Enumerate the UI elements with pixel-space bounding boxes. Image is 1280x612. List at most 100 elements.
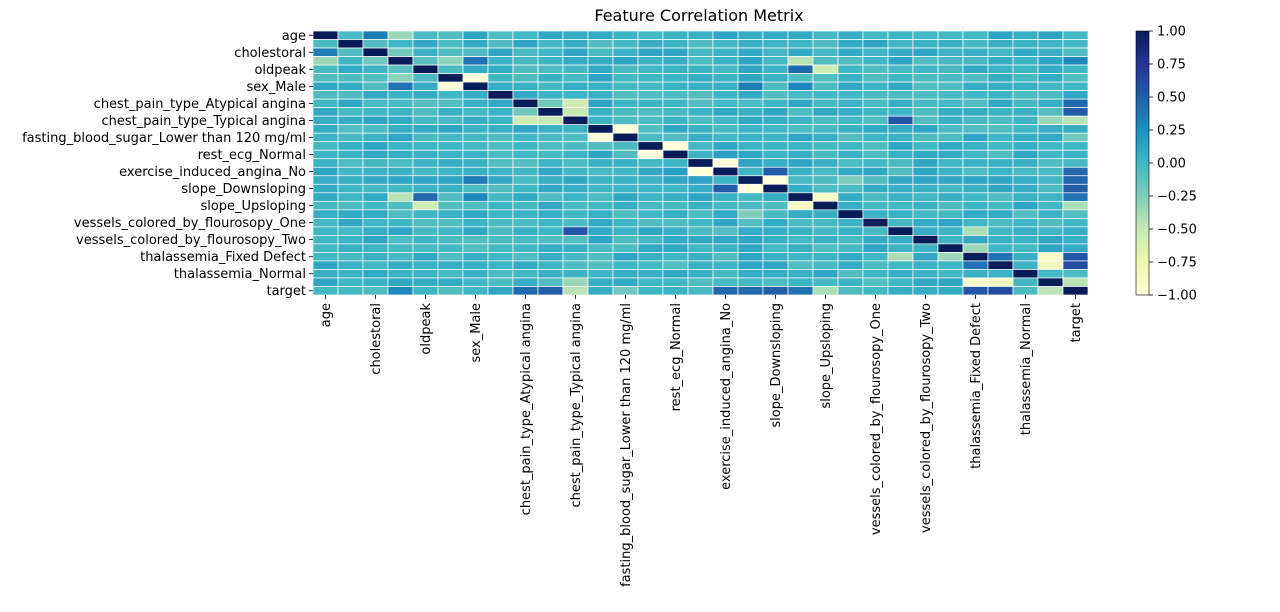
heatmap-cell [962, 286, 989, 296]
heatmap-cell [512, 39, 539, 49]
heatmap-cell [662, 269, 689, 279]
heatmap-cell [387, 252, 414, 262]
heatmap-cell [987, 73, 1014, 83]
heatmap-cell [387, 209, 414, 219]
heatmap-cell [562, 98, 589, 108]
heatmap-cell [712, 277, 739, 287]
heatmap-cell [462, 269, 489, 279]
y-tick-label: vessels_colored_by_flourosopy_Two [76, 233, 306, 248]
y-tick-label: thalassemia_Fixed Defect [140, 250, 306, 265]
heatmap-cell [737, 124, 764, 134]
heatmap-cell [587, 73, 614, 83]
heatmap-cell [787, 226, 814, 236]
heatmap-cell [537, 98, 564, 108]
heatmap-cell [787, 107, 814, 117]
heatmap-cell [387, 192, 414, 202]
heatmap-cell [687, 30, 714, 40]
heatmap-cell [962, 30, 989, 40]
heatmap-cell [637, 141, 664, 151]
heatmap-cell [387, 226, 414, 236]
colorbar-fill [1136, 31, 1149, 295]
heatmap-cell [437, 124, 464, 134]
heatmap-cell [412, 124, 439, 134]
heatmap-cell [537, 158, 564, 168]
heatmap-cell [887, 90, 914, 100]
heatmap-cell [487, 73, 514, 83]
heatmap-cell [637, 47, 664, 57]
heatmap-cell [662, 200, 689, 211]
heatmap-cell [962, 132, 989, 143]
heatmap-cell [362, 98, 389, 108]
heatmap-cell [762, 115, 789, 126]
heatmap-cell [737, 235, 764, 245]
heatmap-cell [312, 218, 339, 228]
heatmap-cell [987, 218, 1014, 228]
heatmap-cell [462, 183, 489, 194]
heatmap-cell [612, 90, 639, 100]
heatmap-cell [362, 243, 389, 253]
heatmap-cell [787, 200, 814, 211]
heatmap-cell [1012, 64, 1039, 74]
heatmap-cell [662, 158, 689, 168]
heatmap-cell [412, 132, 439, 143]
heatmap-cell [487, 175, 514, 185]
heatmap-cell [1037, 98, 1064, 108]
heatmap-cell [687, 47, 714, 57]
heatmap-cell [737, 47, 764, 57]
heatmap-cell [862, 269, 889, 279]
heatmap-cell [537, 218, 564, 228]
heatmap-cell [912, 98, 939, 108]
heatmap-cell [737, 243, 764, 253]
heatmap-cell [512, 124, 539, 134]
heatmap-cell [912, 209, 939, 219]
heatmap-cell [862, 90, 889, 100]
heatmap-cell [812, 192, 839, 202]
heatmap-cell [337, 243, 364, 253]
heatmap-cell [387, 124, 414, 134]
heatmap-cell [837, 277, 864, 287]
heatmap-cell [512, 252, 539, 262]
heatmap-cell [912, 243, 939, 253]
heatmap-cell [712, 124, 739, 134]
heatmap-cell [587, 115, 614, 126]
heatmap-cell [637, 81, 664, 91]
x-tick-label: target [1069, 303, 1084, 343]
heatmap-cell [512, 192, 539, 202]
heatmap-cell [837, 90, 864, 100]
heatmap-cell [512, 175, 539, 185]
heatmap-cell [1062, 192, 1089, 202]
heatmap-cell [737, 30, 764, 40]
heatmap-cell [587, 269, 614, 279]
heatmap-cell [862, 47, 889, 57]
heatmap-cell [462, 73, 489, 83]
heatmap-cell [337, 98, 364, 108]
heatmap-cell [487, 235, 514, 245]
heatmap-cell [487, 64, 514, 74]
heatmap-cell [637, 286, 664, 296]
heatmap-cell [387, 158, 414, 168]
heatmap-cell [462, 30, 489, 40]
heatmap-cell [362, 200, 389, 211]
heatmap-cell [737, 115, 764, 126]
heatmap-cell [862, 30, 889, 40]
heatmap-cell [412, 252, 439, 262]
heatmap-cell [1012, 141, 1039, 151]
heatmap-cell [887, 98, 914, 108]
heatmap-cell [512, 183, 539, 194]
heatmap-cell [612, 175, 639, 185]
heatmap-cell [587, 192, 614, 202]
heatmap-cell [662, 30, 689, 40]
x-tick-label: cholestoral [369, 303, 384, 375]
y-tick-label: age [282, 29, 306, 44]
colorbar-tick-label: 0.50 [1157, 91, 1186, 106]
heatmap-cell [937, 107, 964, 117]
heatmap-cell [812, 47, 839, 57]
heatmap-cell [1012, 90, 1039, 100]
heatmap-cell [687, 90, 714, 100]
heatmap-cell [362, 124, 389, 134]
heatmap-cell [837, 124, 864, 134]
heatmap-cell [762, 286, 789, 296]
heatmap-cell [737, 226, 764, 236]
heatmap-cell [737, 73, 764, 83]
heatmap-cell [512, 260, 539, 270]
